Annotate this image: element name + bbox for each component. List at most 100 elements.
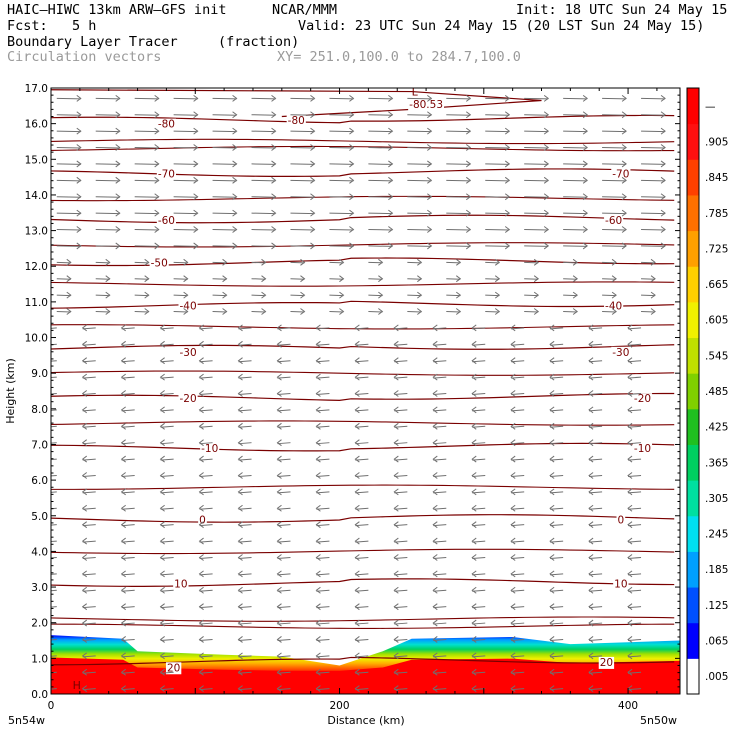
wind-vector-head <box>588 488 594 496</box>
wind-vector <box>407 147 432 149</box>
wind-vector <box>472 425 486 428</box>
wind-vector <box>121 442 135 445</box>
wind-vector <box>134 179 159 182</box>
wind-vector <box>511 409 525 412</box>
wind-vector <box>641 179 666 182</box>
wind-vector <box>485 261 500 264</box>
wind-vector <box>550 606 564 609</box>
wind-vector-head <box>159 390 165 397</box>
wind-vector-head <box>510 357 516 365</box>
wind-vector <box>82 688 96 691</box>
wind-vector-head <box>354 537 360 545</box>
wind-vector-head <box>159 439 165 447</box>
wind-vector <box>407 311 422 313</box>
colorbar-swatch <box>687 658 699 695</box>
wind-vector <box>238 376 252 379</box>
wind-vector-head <box>627 603 633 611</box>
y-tick-label: 2.0 <box>31 618 48 630</box>
wind-vector-head <box>222 258 228 266</box>
wind-vector <box>251 130 276 133</box>
wind-vector <box>368 114 393 116</box>
wind-vector-head <box>432 619 438 627</box>
wind-vector-head <box>582 127 588 135</box>
wind-vector-head <box>504 226 511 233</box>
wind-vector <box>511 524 525 527</box>
wind-vector-head <box>315 586 321 594</box>
wind-vector-head <box>310 160 316 168</box>
wind-vector <box>628 442 642 445</box>
wind-vector-head <box>44 571 48 577</box>
wind-vector <box>472 622 486 625</box>
wind-vector-head <box>588 521 594 529</box>
wind-vector <box>134 163 159 165</box>
wind-vector-head <box>154 160 160 168</box>
wind-vector-head <box>627 455 633 463</box>
wind-vector <box>173 229 198 231</box>
wind-vector <box>173 147 198 149</box>
wind-vector <box>316 524 330 527</box>
wind-vector-head <box>533 275 540 283</box>
wind-vector <box>524 114 549 116</box>
wind-vector <box>394 540 408 543</box>
wind-vector-head <box>549 439 555 447</box>
wind-vector <box>290 147 315 149</box>
colorbar-label: .365 <box>705 457 728 469</box>
contour-label: -30 <box>612 347 629 359</box>
colorbar-label: .665 <box>705 279 728 291</box>
wind-vector-head <box>159 488 165 496</box>
wind-vector <box>51 688 57 690</box>
wind-vector <box>628 606 642 609</box>
wind-vector <box>355 671 369 674</box>
wind-vector-head <box>354 586 360 594</box>
wind-vector-head <box>237 668 243 676</box>
wind-vector-head <box>115 144 121 151</box>
wind-vector <box>121 425 135 428</box>
wind-vector-head <box>627 619 633 627</box>
wind-vector <box>316 425 330 428</box>
wind-vector-head <box>471 439 477 447</box>
wind-vector-head <box>510 570 516 578</box>
y-tick-label: 17.0 <box>25 83 48 95</box>
wind-vector <box>550 556 564 559</box>
wind-vector <box>511 655 525 658</box>
wind-vector <box>563 179 588 182</box>
contour-label: -30 <box>179 347 196 359</box>
wind-vector-head <box>159 455 165 463</box>
wind-vector-head <box>154 94 160 102</box>
wind-vector <box>511 622 525 625</box>
wind-vector-head <box>471 373 477 381</box>
wind-vector <box>199 524 213 527</box>
wind-vector <box>433 425 447 428</box>
wind-vector-head <box>237 472 243 479</box>
wind-vector <box>277 540 291 543</box>
wind-vector-head <box>193 193 199 201</box>
wind-vector-head <box>393 603 399 611</box>
wind-vector <box>511 688 525 691</box>
wind-vector-head <box>271 144 277 151</box>
wind-vector-head <box>627 504 633 512</box>
wind-vector-head <box>120 340 126 348</box>
wind-vector-head <box>315 504 321 512</box>
colorbar-swatch <box>687 266 699 303</box>
wind-vector <box>472 524 486 527</box>
contour-label-bg <box>149 257 169 270</box>
wind-vector <box>82 606 96 609</box>
wind-vector <box>160 392 174 395</box>
wind-vector-head <box>44 423 48 429</box>
init-time: Init: 18 UTC Sun 24 May 15 <box>516 2 728 18</box>
wind-vector <box>472 688 486 691</box>
wind-vector <box>563 147 588 149</box>
wind-vector <box>433 327 447 330</box>
wind-vector <box>589 442 603 445</box>
wind-vector <box>355 458 369 461</box>
wind-vector-head <box>349 111 355 119</box>
wind-vector-head <box>198 603 204 611</box>
wind-vector <box>199 655 213 658</box>
wind-vector <box>251 179 276 182</box>
x-axis-label: Distance (km) <box>327 714 404 727</box>
wind-vector-head <box>588 652 594 660</box>
wind-vector <box>121 671 135 674</box>
wind-vector-head <box>393 685 399 693</box>
wind-vector-head <box>354 357 360 365</box>
wind-vector-head <box>650 258 656 266</box>
